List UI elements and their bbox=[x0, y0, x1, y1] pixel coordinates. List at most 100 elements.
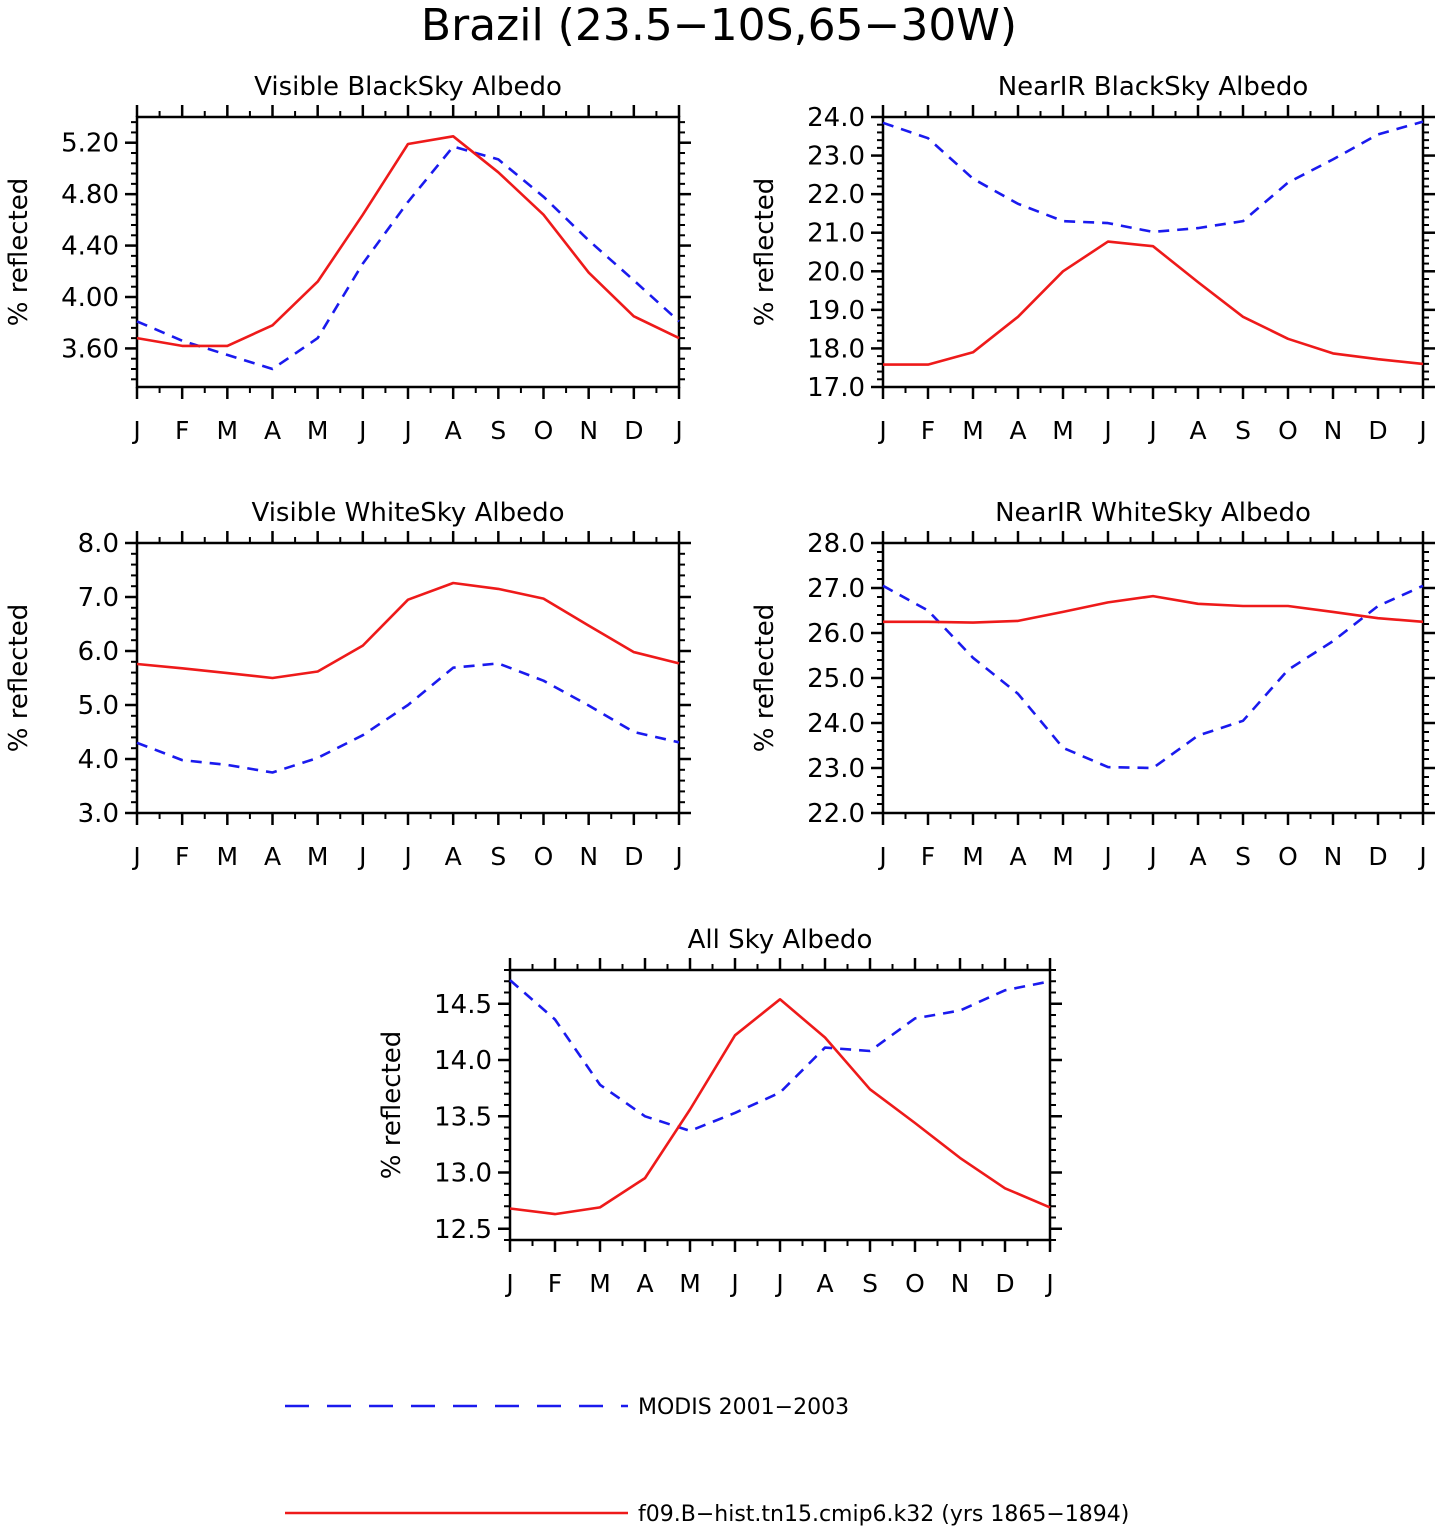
x-tick-label: M bbox=[217, 416, 239, 445]
y-tick-label: 24.0 bbox=[807, 709, 865, 739]
x-tick-label: O bbox=[534, 416, 554, 445]
y-tick-label: 3.60 bbox=[61, 334, 119, 364]
x-tick-label: J bbox=[357, 842, 366, 871]
y-tick-label: 5.20 bbox=[61, 129, 119, 159]
y-tick-label: 14.0 bbox=[434, 1046, 492, 1076]
x-tick-label: A bbox=[264, 416, 281, 445]
x-tick-label: M bbox=[1052, 842, 1074, 871]
figure-title: Brazil (23.5−10S,65−30W) bbox=[421, 0, 1017, 51]
x-tick-label: F bbox=[921, 842, 935, 871]
y-tick-label: 12.5 bbox=[434, 1215, 492, 1245]
x-tick-label: J bbox=[1147, 842, 1156, 871]
y-tick-label: 6.0 bbox=[78, 637, 119, 667]
x-tick-label: F bbox=[548, 1269, 562, 1298]
y-tick-label: 5.0 bbox=[78, 691, 119, 721]
plot-frame bbox=[508, 968, 1052, 1242]
legend: MODIS 2001−2003 f09.B−hist.tn15.cmip6.k3… bbox=[285, 1395, 1129, 1527]
x-tick-label: M bbox=[307, 416, 329, 445]
legend-label-model: f09.B−hist.tn15.cmip6.k32 (yrs 1865−1894… bbox=[638, 1502, 1129, 1527]
y-tick-label: 24.0 bbox=[807, 103, 865, 133]
x-tick-label: O bbox=[905, 1269, 925, 1298]
panel-title: Visible BlackSky Albedo bbox=[254, 72, 562, 102]
x-tick-label: O bbox=[534, 842, 554, 871]
x-tick-label: N bbox=[951, 1269, 970, 1298]
y-axis-label: % reflected bbox=[4, 604, 34, 752]
x-tick-label: D bbox=[624, 416, 643, 445]
y-tick-label: 7.0 bbox=[78, 583, 119, 613]
y-tick-label: 25.0 bbox=[807, 664, 865, 694]
plot-frame bbox=[881, 115, 1425, 389]
panel-title: NearIR WhiteSky Albedo bbox=[995, 498, 1311, 528]
y-axis-label: % reflected bbox=[750, 178, 780, 326]
y-tick-label: 13.0 bbox=[434, 1159, 492, 1189]
x-tick-label: M bbox=[962, 842, 984, 871]
y-tick-label: 14.5 bbox=[434, 990, 492, 1020]
y-axis-label: % reflected bbox=[4, 178, 34, 326]
x-tick-label: F bbox=[175, 842, 189, 871]
y-tick-label: 13.5 bbox=[434, 1102, 492, 1132]
x-tick-label: A bbox=[1189, 416, 1206, 445]
x-tick-label: J bbox=[1417, 842, 1426, 871]
x-tick-label: J bbox=[673, 416, 682, 445]
x-tick-label: M bbox=[589, 1269, 611, 1298]
series-line-modis bbox=[882, 584, 1424, 770]
x-tick-label: A bbox=[445, 416, 462, 445]
x-tick-label: A bbox=[1189, 842, 1206, 871]
x-tick-label: D bbox=[995, 1269, 1014, 1298]
series-line-model bbox=[883, 594, 1424, 624]
y-axis-label: % reflected bbox=[750, 604, 780, 752]
x-tick-label: J bbox=[131, 416, 140, 445]
x-tick-label: J bbox=[1102, 416, 1111, 445]
x-tick-label: O bbox=[1278, 416, 1298, 445]
x-tick-label: A bbox=[636, 1269, 653, 1298]
x-tick-label: J bbox=[877, 416, 886, 445]
y-axis-label: % reflected bbox=[377, 1031, 407, 1179]
y-tick-label: 27.0 bbox=[807, 574, 865, 604]
series-line-model bbox=[136, 581, 680, 680]
x-tick-label: A bbox=[1009, 842, 1026, 871]
x-tick-label: J bbox=[357, 416, 366, 445]
y-tick-label: 26.0 bbox=[807, 619, 865, 649]
x-tick-label: D bbox=[1368, 842, 1387, 871]
x-tick-label: N bbox=[1324, 416, 1343, 445]
series-line-model bbox=[136, 135, 680, 348]
x-tick-label: M bbox=[307, 842, 329, 871]
y-tick-label: 8.0 bbox=[78, 529, 119, 559]
x-tick-label: J bbox=[131, 842, 140, 871]
x-tick-label: J bbox=[1102, 842, 1111, 871]
x-tick-label: J bbox=[673, 842, 682, 871]
x-tick-label: N bbox=[579, 842, 598, 871]
x-tick-label: M bbox=[217, 842, 239, 871]
x-tick-label: M bbox=[1052, 416, 1074, 445]
x-tick-label: J bbox=[1147, 416, 1156, 445]
x-tick-label: O bbox=[1278, 842, 1298, 871]
panel-title: Visible WhiteSky Albedo bbox=[251, 498, 564, 528]
x-tick-label: F bbox=[921, 416, 935, 445]
y-tick-label: 19.0 bbox=[807, 296, 865, 326]
x-tick-label: A bbox=[264, 842, 281, 871]
x-tick-label: S bbox=[1235, 842, 1251, 871]
x-tick-label: S bbox=[490, 842, 506, 871]
series-line-modis bbox=[136, 145, 680, 371]
y-tick-label: 4.00 bbox=[61, 283, 119, 313]
x-tick-label: J bbox=[1044, 1269, 1053, 1298]
x-tick-label: A bbox=[445, 842, 462, 871]
y-tick-label: 18.0 bbox=[807, 334, 865, 364]
x-tick-label: F bbox=[175, 416, 189, 445]
series-line-modis bbox=[509, 979, 1051, 1133]
x-tick-label: J bbox=[402, 416, 411, 445]
series-line-modis bbox=[136, 662, 680, 774]
x-tick-label: J bbox=[402, 842, 411, 871]
y-tick-label: 22.0 bbox=[807, 180, 865, 210]
x-tick-label: A bbox=[1009, 416, 1026, 445]
series-line-model bbox=[883, 240, 1424, 366]
y-tick-label: 28.0 bbox=[807, 529, 865, 559]
series-line-modis bbox=[882, 120, 1424, 234]
x-tick-label: N bbox=[579, 416, 598, 445]
x-tick-label: A bbox=[816, 1269, 833, 1298]
